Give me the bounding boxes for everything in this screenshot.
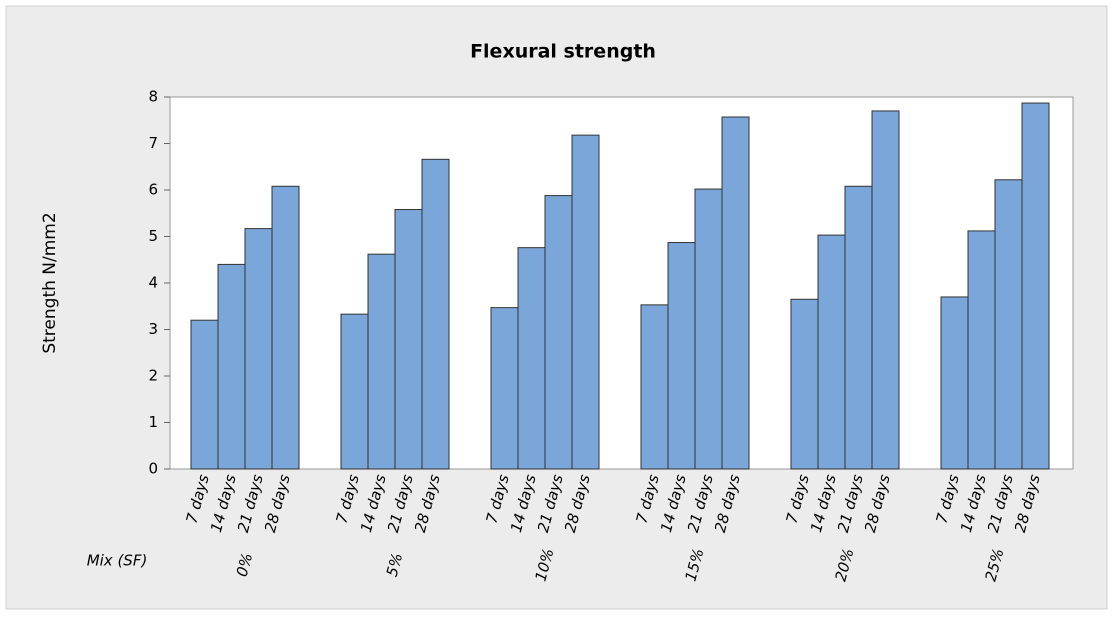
y-tick-label: 8 — [148, 88, 158, 106]
y-tick-label: 7 — [148, 134, 158, 152]
group-label: 5% — [383, 551, 407, 579]
bar — [721, 116, 750, 470]
bar — [394, 209, 423, 470]
y-tick-label: 5 — [148, 227, 158, 245]
bar — [571, 134, 600, 470]
bar — [544, 195, 573, 470]
bar — [667, 242, 696, 470]
bar — [490, 307, 519, 470]
bar — [517, 247, 546, 470]
bar — [340, 313, 369, 470]
bar — [871, 110, 900, 470]
y-tick-label: 0 — [148, 460, 158, 478]
bar — [244, 228, 273, 470]
bar — [217, 263, 246, 470]
bar — [190, 319, 219, 470]
y-tick-label: 2 — [148, 367, 158, 385]
bar — [940, 296, 969, 470]
bar — [1021, 102, 1050, 470]
bar — [994, 179, 1023, 470]
bar — [271, 185, 300, 470]
bar — [967, 230, 996, 470]
bar — [694, 188, 723, 470]
group-label: 0% — [233, 551, 257, 579]
bar — [790, 298, 819, 470]
bar — [817, 234, 846, 470]
group-axis-label: Mix (SF) — [87, 552, 148, 570]
bar — [844, 185, 873, 470]
y-tick-label: 3 — [148, 320, 158, 338]
bar — [421, 158, 450, 470]
plot-area — [169, 96, 1074, 470]
y-tick-label: 1 — [148, 413, 158, 431]
y-tick-label: 6 — [148, 181, 158, 199]
bar — [640, 304, 669, 470]
y-tick-label: 4 — [148, 274, 158, 292]
bar — [367, 253, 396, 470]
chart-title: Flexural strength — [470, 41, 656, 63]
y-axis-label: Strength N/mm2 — [40, 212, 60, 353]
